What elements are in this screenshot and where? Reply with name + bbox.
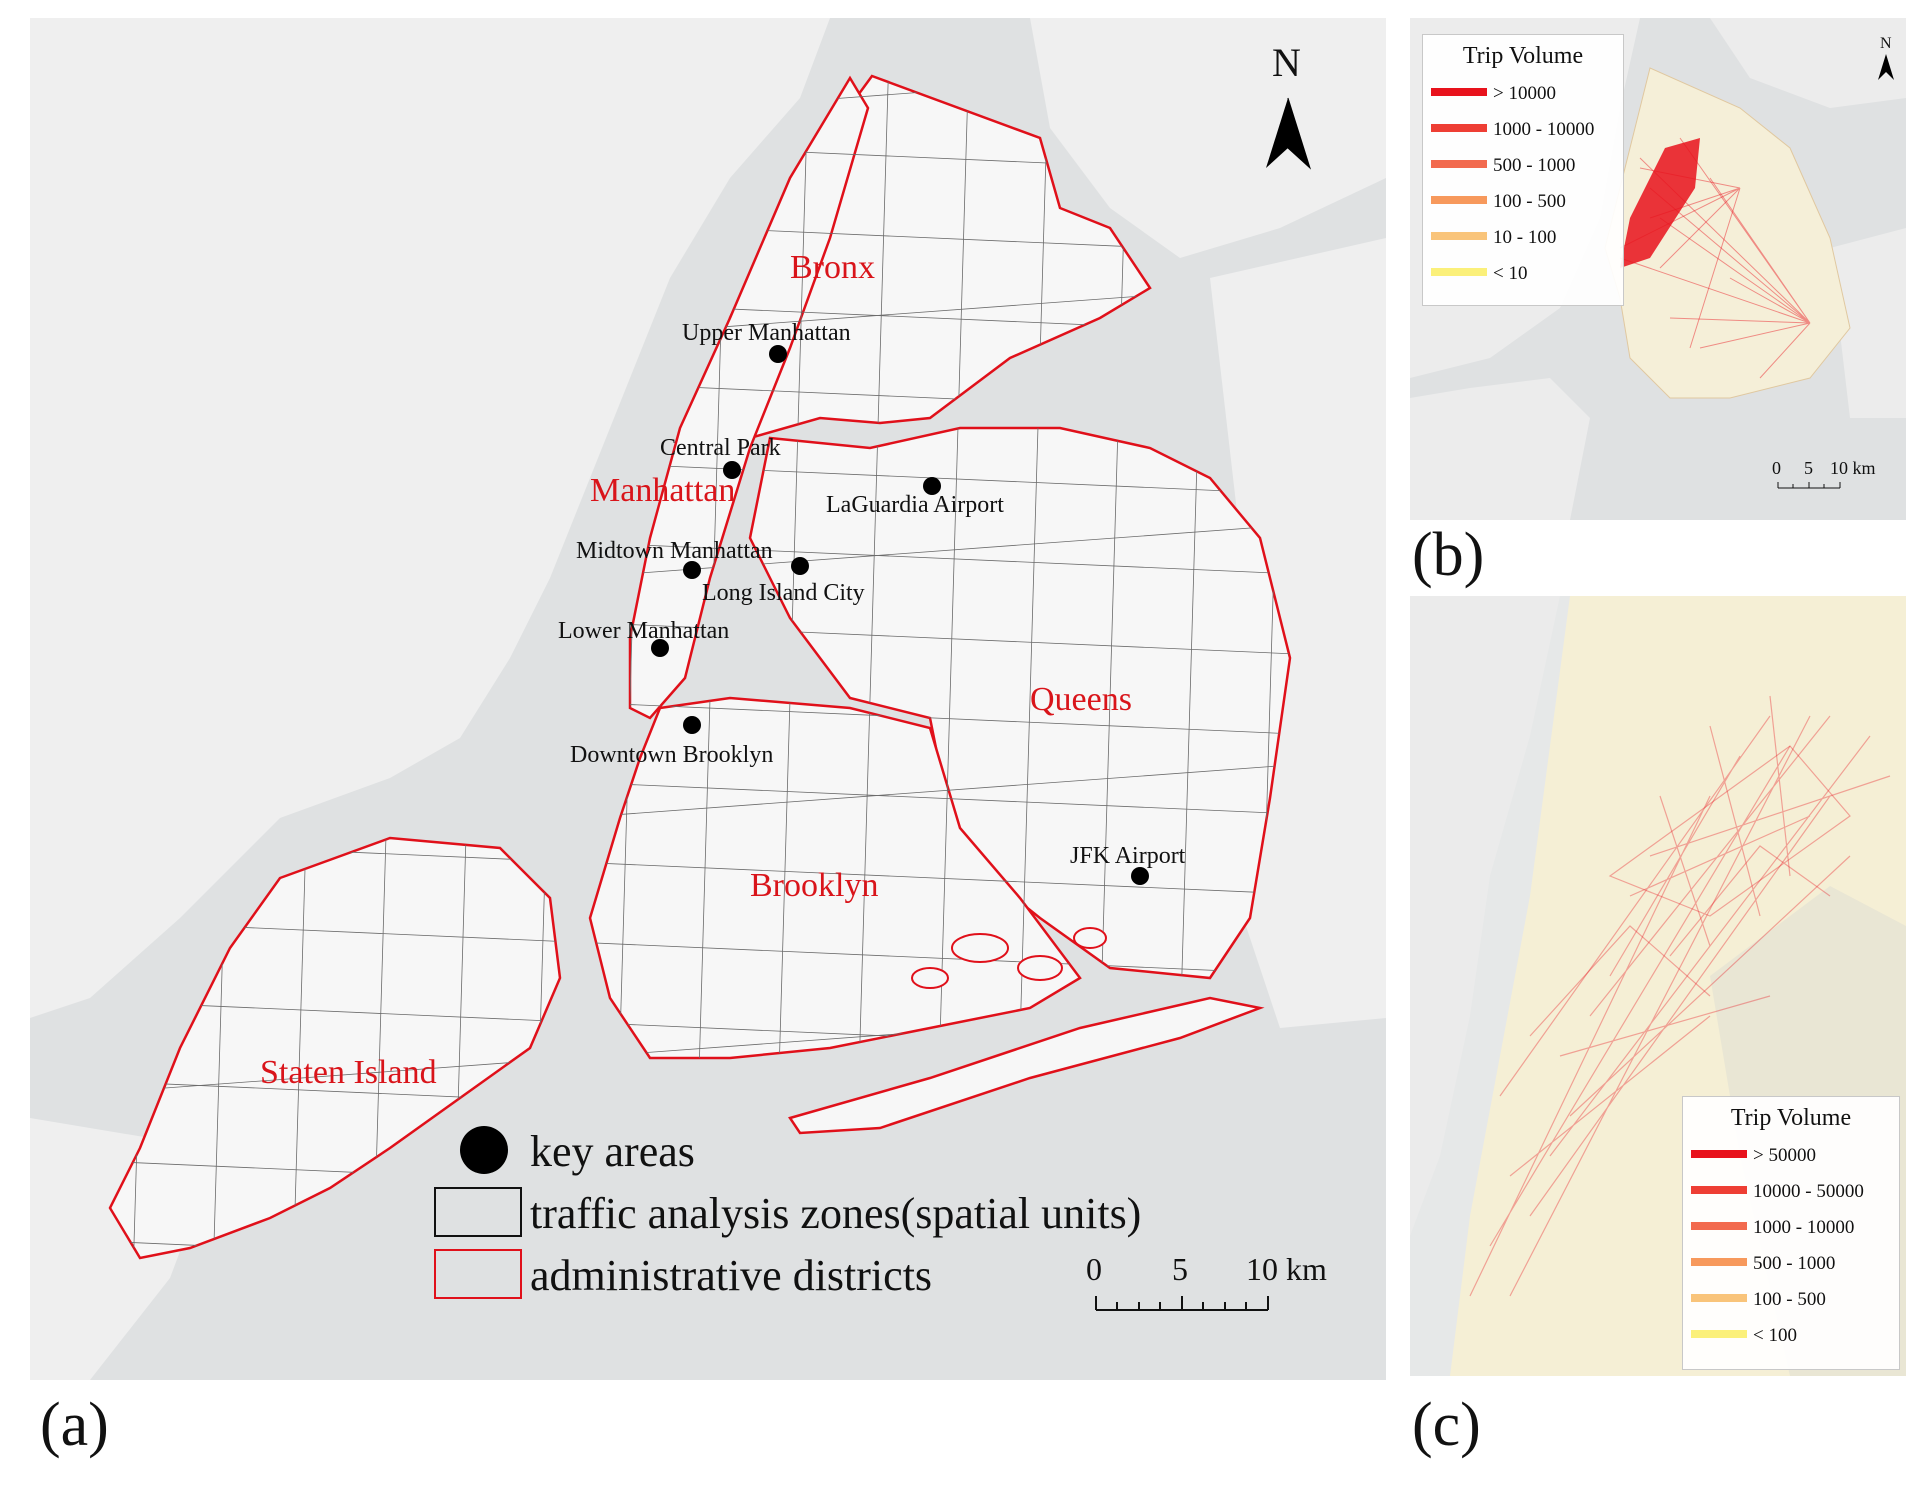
trip-volume-legend: Trip Volume > 50000 10000 - 50000 1000 -… <box>1682 1096 1900 1370</box>
district-label-queens: Queens <box>1030 681 1132 718</box>
panel-label-c: (c) <box>1412 1391 1481 1459</box>
scale-tick-label: 0 <box>1086 1251 1102 1287</box>
staten-island-outline <box>108 836 562 1260</box>
legend-key-areas-label: key areas <box>530 1127 695 1176</box>
svg-text:N: N <box>1272 40 1301 85</box>
key-area-label: Midtown Manhattan <box>576 538 773 564</box>
key-area-marker <box>683 561 701 579</box>
trip-flow-lines <box>1469 695 1891 1297</box>
district-label-manhattan: Manhattan <box>590 472 735 509</box>
scale-tick-label: 10 km <box>1830 458 1876 478</box>
district-label-staten-island: Staten Island <box>260 1054 437 1091</box>
manhattan-outline <box>628 75 870 720</box>
map-panel-c: Trip Volume > 50000 10000 - 50000 1000 -… <box>1410 596 1906 1376</box>
nyc-overview-map: Bronx Manhattan Queens Brooklyn Staten I… <box>30 18 1386 1380</box>
legend-districts-label: administrative districts <box>530 1251 932 1300</box>
north-arrow-icon: N <box>1266 40 1312 170</box>
scale-tick-label: 10 km <box>1246 1251 1327 1287</box>
district-label-brooklyn: Brooklyn <box>750 867 878 904</box>
mainland-north <box>1030 18 1386 258</box>
map-panel-b: N 0 5 10 km Trip Volume > 10000 1000 - 1… <box>1410 18 1906 520</box>
rockaway-outline <box>788 996 1265 1135</box>
scale-tick-label: 0 <box>1772 458 1781 478</box>
key-area-label: Upper Manhattan <box>682 320 851 346</box>
district-legend-swatch <box>434 1249 522 1299</box>
key-area-marker <box>723 461 741 479</box>
scale-bar <box>1777 482 1841 489</box>
queens-outline <box>748 426 1292 980</box>
panel-label-a: (a) <box>40 1391 109 1459</box>
scale-bar <box>1095 1296 1269 1311</box>
svg-text:N: N <box>1880 35 1892 52</box>
key-area-marker <box>769 345 787 363</box>
key-area-marker <box>683 716 701 734</box>
key-area-label: LaGuardia Airport <box>826 492 1004 518</box>
legend-title: Trip Volume <box>1462 43 1584 69</box>
mainland-west <box>30 18 830 1018</box>
legend-title: Trip Volume <box>1730 1105 1852 1131</box>
manhattan-dense-flow <box>1620 138 1700 268</box>
scale-tick-label: 5 <box>1172 1251 1188 1287</box>
map-panel-a: Bronx Manhattan Queens Brooklyn Staten I… <box>30 18 1386 1380</box>
scale-tick-label: 5 <box>1804 458 1813 478</box>
north-arrow-icon: N <box>1878 35 1894 80</box>
key-area-marker <box>923 477 941 495</box>
trip-volume-legend: Trip Volume > 10000 1000 - 10000 500 - 1… <box>1422 34 1624 306</box>
key-area-label: JFK Airport <box>1070 843 1186 869</box>
key-area-legend-icon <box>460 1126 508 1174</box>
key-area-label: Central Park <box>660 435 781 461</box>
legend-zones-label: traffic analysis zones(spatial units) <box>530 1189 1141 1238</box>
panel-label-b: (b) <box>1412 521 1485 589</box>
map-legend: key areas traffic analysis zones(spatial… <box>434 1126 1141 1300</box>
key-area-label: Downtown Brooklyn <box>570 742 773 768</box>
zone-legend-swatch <box>434 1187 522 1237</box>
trip-flow-lines <box>1619 137 1811 379</box>
key-area-marker <box>1131 867 1149 885</box>
key-area-label: Lower Manhattan <box>558 618 729 644</box>
key-area-label: Long Island City <box>702 580 865 606</box>
district-label-bronx: Bronx <box>790 249 875 286</box>
key-area-marker <box>651 639 669 657</box>
key-area-marker <box>791 557 809 575</box>
jamaica-bay-islands <box>911 927 1107 989</box>
